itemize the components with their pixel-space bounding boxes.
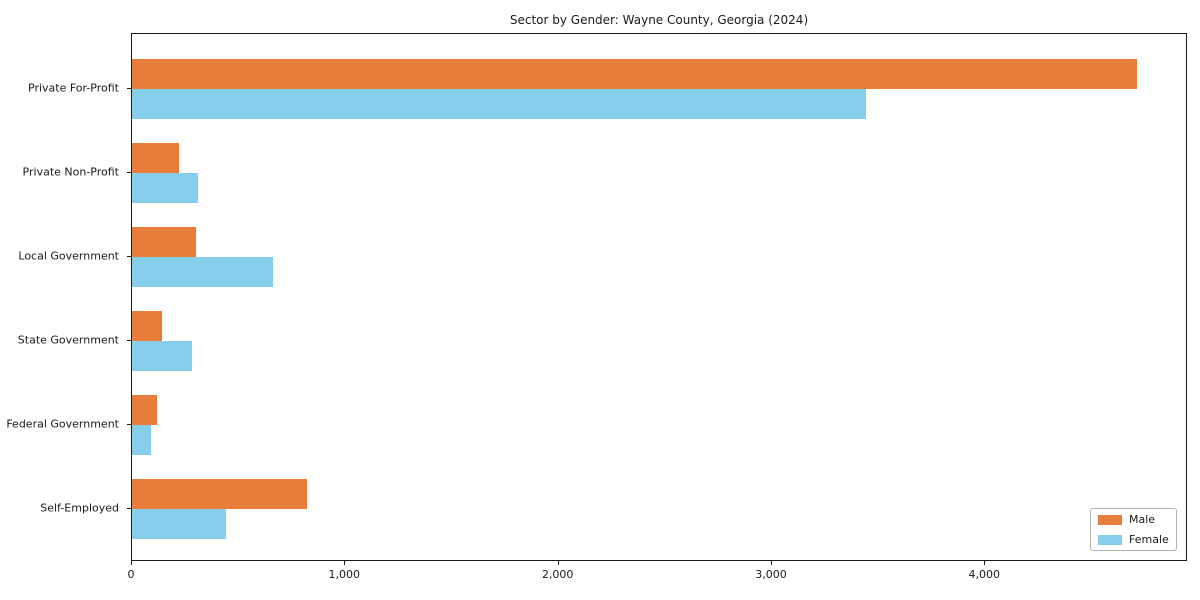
bar-female-4 <box>132 425 152 455</box>
y-axis-label: Federal Government <box>6 417 119 431</box>
bar-male-3 <box>132 311 162 341</box>
male-swatch-icon <box>1098 514 1122 525</box>
legend-label-male: Male <box>1129 513 1156 526</box>
x-tick-label: 1,000 <box>328 568 361 581</box>
bar-male-2 <box>132 227 196 257</box>
bar-male-5 <box>132 479 307 509</box>
bar-female-5 <box>132 509 226 539</box>
x-tick-mark <box>771 561 772 565</box>
female-swatch-icon <box>1098 534 1122 545</box>
y-axis-label: Private For-Profit <box>28 81 119 95</box>
y-axis-label: State Government <box>17 333 119 347</box>
y-tick-mark <box>127 508 131 509</box>
bar-female-0 <box>132 89 866 119</box>
legend-item-male: Male <box>1098 514 1169 525</box>
x-tick-label: 4,000 <box>968 568 1001 581</box>
x-tick-label: 2,000 <box>541 568 574 581</box>
y-tick-mark <box>127 424 131 425</box>
bar-female-3 <box>132 341 192 371</box>
y-tick-mark <box>127 88 131 89</box>
chart-title: Sector by Gender: Wayne County, Georgia … <box>509 13 809 27</box>
x-tick-mark <box>344 561 346 565</box>
y-axis-label: Self-Employed <box>40 501 119 515</box>
legend-label-female: Female <box>1129 533 1169 546</box>
x-tick-mark <box>984 561 986 565</box>
y-tick-mark <box>127 340 131 341</box>
legend: Male Female <box>1090 508 1177 551</box>
plot-area <box>131 33 1187 561</box>
x-tick-mark <box>131 561 132 565</box>
bar-female-1 <box>132 173 199 203</box>
legend-item-female: Female <box>1098 534 1169 545</box>
bar-female-2 <box>132 257 273 287</box>
bar-male-0 <box>132 59 1137 89</box>
x-tick-label: 0 <box>127 568 135 581</box>
y-axis-label: Local Government <box>18 249 119 263</box>
x-tick-label: 3,000 <box>755 568 787 581</box>
y-axis-label: Private Non-Profit <box>22 165 119 179</box>
bar-male-4 <box>132 395 157 425</box>
x-tick-mark <box>557 561 559 565</box>
y-tick-mark <box>127 256 131 257</box>
bar-male-1 <box>132 143 179 173</box>
y-tick-mark <box>127 172 131 173</box>
